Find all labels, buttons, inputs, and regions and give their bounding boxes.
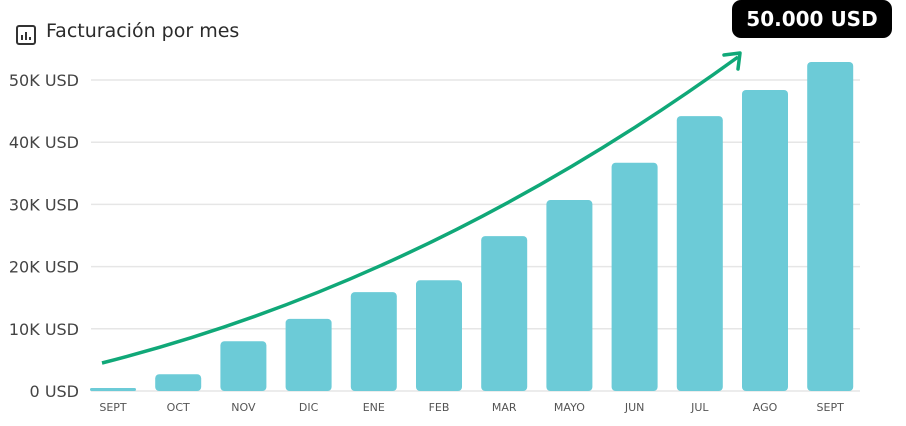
bar: [807, 61, 854, 391]
x-tick-label: SEPT: [817, 401, 845, 414]
trend-line: [101, 55, 740, 365]
x-tick-label: NOV: [231, 401, 256, 414]
bar-chart-icon: [16, 25, 36, 45]
y-tick-label: 10K USD: [9, 320, 79, 339]
target-badge: 50.000 USD: [732, 0, 892, 38]
bar: [350, 292, 397, 391]
bar: [220, 341, 267, 391]
x-tick-label: JUN: [624, 401, 645, 414]
bar: [481, 236, 528, 391]
bar: [676, 116, 723, 392]
bar: [546, 200, 593, 391]
x-tick-label: AGO: [753, 401, 778, 414]
bar: [742, 89, 788, 392]
chart-title: Facturación por mes: [46, 20, 240, 42]
bar: [611, 162, 658, 391]
x-tick-label: MAR: [492, 401, 517, 414]
y-tick-label: 20K USD: [9, 258, 79, 277]
x-tick-label: OCT: [167, 401, 190, 414]
x-tick-label: FEB: [429, 401, 450, 414]
arrow-head-icon: [722, 51, 742, 71]
bar: [155, 374, 202, 391]
x-tick-label: JUL: [690, 401, 709, 414]
x-tick-label: MAYO: [554, 401, 585, 414]
bar: [285, 318, 332, 391]
bar: [416, 280, 462, 391]
x-tick-label: ENE: [363, 401, 385, 414]
y-tick-label: 0 USD: [30, 382, 79, 401]
bar: [90, 388, 136, 391]
y-tick-label: 50K USD: [9, 71, 79, 90]
x-tick-label: SEPT: [99, 401, 127, 414]
y-tick-label: 40K USD: [9, 133, 79, 152]
x-tick-label: DIC: [299, 401, 319, 414]
y-tick-label: 30K USD: [9, 195, 79, 214]
